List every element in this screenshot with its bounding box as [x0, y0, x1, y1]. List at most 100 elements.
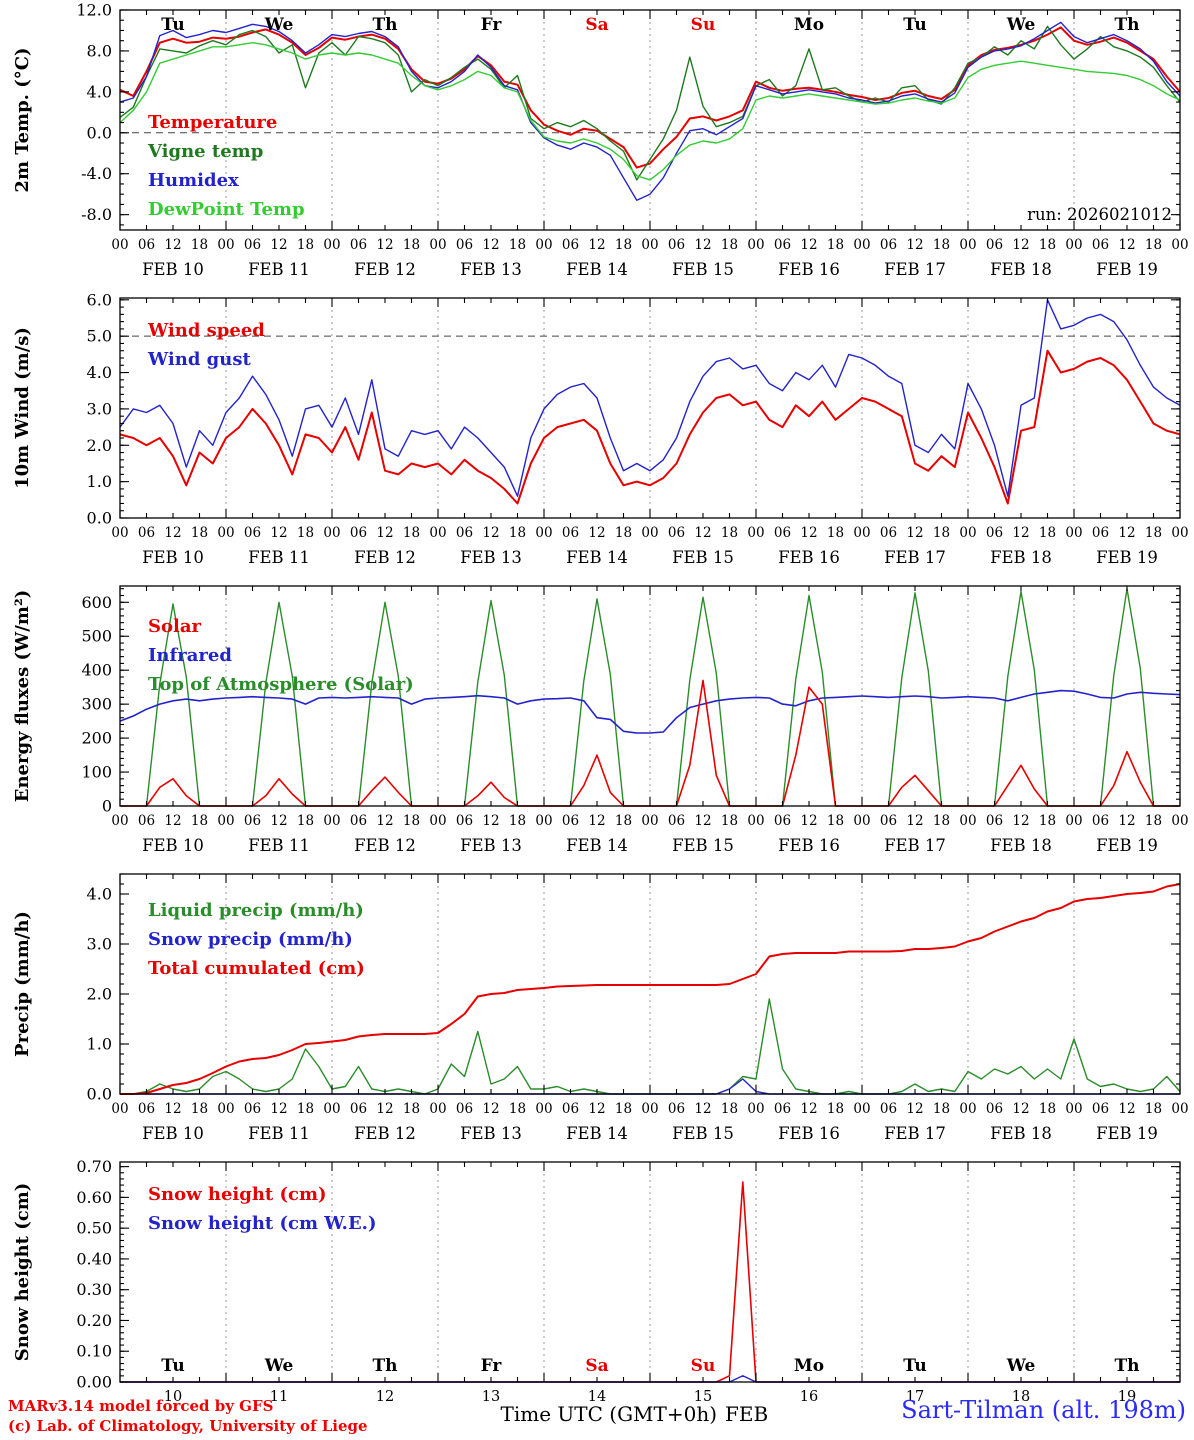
date-label: FEB 19: [1096, 836, 1158, 855]
hour-tick-label: 18: [933, 1101, 950, 1117]
series-infrared: [119, 689, 1181, 734]
y-tick-label: 2.0: [87, 436, 112, 455]
hour-tick-label: 00: [217, 1101, 234, 1117]
series-lines: [119, 21, 1181, 202]
hour-tick-label: 12: [906, 525, 923, 541]
hour-tick-label: 00: [747, 525, 764, 541]
hour-tick-label: 18: [933, 525, 950, 541]
hour-tick-label: 18: [615, 1101, 632, 1117]
hour-tick-label: 18: [615, 237, 632, 253]
y-tick-label: 0.30: [76, 1280, 112, 1299]
hour-tick-label: 06: [880, 1101, 897, 1117]
y-tick-label: 6.0: [87, 290, 112, 309]
hour-tick-label: 18: [191, 813, 208, 829]
hour-tick-label: 12: [1118, 525, 1135, 541]
day-name-label: Su: [691, 1356, 716, 1376]
y-tick-label: 0.0: [87, 123, 112, 142]
hour-tick-label: 06: [456, 813, 473, 829]
hour-tick-label: 12: [376, 1101, 393, 1117]
series-total-cumulated-cm-: [120, 883, 1181, 1095]
date-label: FEB 16: [778, 836, 840, 855]
hour-tick-label: 12: [270, 525, 287, 541]
series-vigne-temp: [119, 25, 1181, 181]
hour-tick-label: 18: [1039, 813, 1056, 829]
hour-tick-label: 12: [1118, 237, 1135, 253]
hour-tick-label: 06: [350, 1101, 367, 1117]
day-gridlines: [120, 10, 1180, 230]
hour-tick-label: 00: [641, 813, 658, 829]
date-label: FEB 13: [460, 260, 522, 279]
hour-tick-label: 18: [403, 1101, 420, 1117]
date-label: FEB 17: [884, 548, 946, 567]
hour-tick-label: 12: [906, 1101, 923, 1117]
series-temperature: [119, 26, 1181, 169]
hour-tick-label: 12: [1118, 813, 1135, 829]
axis-ticks: [119, 873, 1181, 1095]
hour-tick-label: 18: [1039, 525, 1056, 541]
hour-tick-label: 12: [270, 1101, 287, 1117]
hour-tick-label: 00: [747, 237, 764, 253]
hour-tick-label: 18: [191, 237, 208, 253]
hour-tick-label: 12: [906, 237, 923, 253]
hour-tick-label: 12: [270, 813, 287, 829]
y-tick-label: 0.40: [76, 1249, 112, 1268]
hour-tick-label: 18: [827, 1101, 844, 1117]
wind-chart: 6.05.04.03.02.01.00.000 06 12 18 00 06 12 18 00 0…: [12, 290, 1189, 567]
hour-tick-label: 12: [694, 813, 711, 829]
hour-tick-label: 00: [959, 1101, 976, 1117]
hour-tick-label: 06: [668, 525, 685, 541]
day-number-label: 14: [588, 1389, 606, 1405]
hour-tick-label: 00: [959, 525, 976, 541]
hour-tick-label: 12: [482, 525, 499, 541]
y-axis-title: 2m Temp. (°C): [12, 47, 33, 192]
date-label: FEB 16: [778, 260, 840, 279]
series-dewpoint-temp: [119, 42, 1181, 181]
day-number-label: 19: [1118, 1389, 1136, 1405]
hour-tick-label: 00: [641, 1101, 658, 1117]
y-tick-label: 2.0: [87, 985, 112, 1004]
hour-tick-label: 18: [403, 813, 420, 829]
hour-tick-label: 06: [1092, 813, 1109, 829]
hour-tick-label: 00: [217, 525, 234, 541]
date-label: FEB 17: [884, 260, 946, 279]
series-lines: [119, 299, 1181, 505]
legend-label: Top of Atmosphere (Solar): [148, 674, 414, 695]
y-axis-title: 10m Wind (m/s): [12, 327, 33, 489]
hour-tick-label: 18: [1145, 813, 1162, 829]
legend-label: Temperature: [148, 112, 277, 133]
series-humidex: [119, 21, 1181, 202]
hour-tick-label: 06: [138, 813, 155, 829]
day-name-label: Tu: [903, 15, 926, 35]
y-tick-label: 500: [81, 627, 112, 646]
hour-tick-label: 00: [853, 1101, 870, 1117]
hour-tick-label: 12: [800, 237, 817, 253]
hour-tick-label: 06: [1092, 237, 1109, 253]
date-label: FEB 17: [884, 836, 946, 855]
hour-tick-label: 18: [191, 525, 208, 541]
hour-tick-label: 06: [244, 525, 261, 541]
y-tick-label: 3.0: [87, 399, 112, 418]
hour-tick-label: 18: [1145, 1101, 1162, 1117]
date-label: FEB 11: [248, 1124, 310, 1143]
hour-tick-label: 06: [986, 525, 1003, 541]
date-label: FEB 13: [460, 1124, 522, 1143]
hour-tick-label: 12: [694, 525, 711, 541]
date-label: FEB 16: [778, 548, 840, 567]
y-tick-label: 100: [81, 763, 112, 782]
axis-ticks: [119, 1162, 1181, 1383]
y-axis-title: Snow height (cm): [12, 1183, 33, 1362]
hour-tick-label: 12: [482, 237, 499, 253]
hour-tick-label: 00: [1065, 813, 1082, 829]
hour-tick-label: 18: [827, 813, 844, 829]
hour-tick-label: 12: [588, 1101, 605, 1117]
y-tick-label: 0.50: [76, 1219, 112, 1238]
date-label: FEB 17: [884, 1124, 946, 1143]
date-label: FEB 19: [1096, 1124, 1158, 1143]
day-name-label: We: [264, 15, 294, 35]
date-label: FEB 12: [354, 1124, 416, 1143]
date-label: FEB 11: [248, 548, 310, 567]
y-tick-label: 200: [81, 729, 112, 748]
y-axis-title: Energy fluxes (W/m²): [12, 590, 33, 803]
y-tick-label: 0.00: [76, 1373, 112, 1392]
day-name-label: Mo: [794, 1356, 824, 1376]
